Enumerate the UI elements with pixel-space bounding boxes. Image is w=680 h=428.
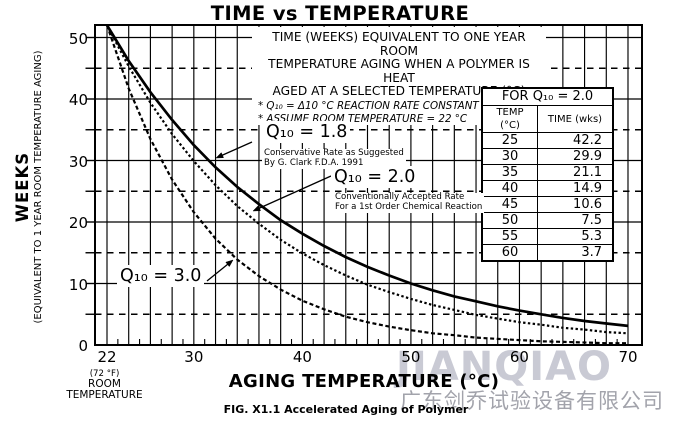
table-cell-temp: 60: [481, 244, 538, 262]
room-note-line: (72 °F): [89, 369, 120, 379]
table-cell-time: 14.9: [537, 180, 614, 197]
y-tick-label: 10: [68, 275, 88, 294]
y-axis-subtitle: (EQUIVALENT TO 1 YEAR ROOM TEMPERATURE A…: [33, 50, 44, 324]
description-box: TIME (WEEKS) EQUIVALENT TO ONE YEAR ROOM…: [252, 27, 546, 125]
room-note-line: ROOM: [88, 378, 121, 390]
annotation-arrows: [206, 141, 332, 282]
watermark-company-text: 广东剑乔试验设备有限公司: [400, 389, 664, 413]
description-line: TEMPERATURE AGING WHEN A POLYMER IS HEAT: [268, 57, 530, 85]
y-tick-label: 50: [68, 29, 88, 48]
table-cell-time: 3.7: [537, 244, 614, 262]
curve-note-line: For a 1st Order Chemical Reaction: [333, 201, 485, 213]
room-temperature-note: (72 °F) ROOM TEMPERATURE: [62, 369, 147, 401]
y-tick-label: 20: [68, 214, 88, 232]
curve-note-line: Conservative Rate as Suggested: [262, 148, 406, 159]
y-tick-label: 40: [68, 91, 88, 109]
x-tick-label: 22: [97, 348, 117, 366]
table-row: 60 3.7: [481, 244, 614, 262]
table-title: FOR Q₁₀ = 2.0: [481, 87, 614, 106]
curve-note-q20: Conventionally Accepted Rate For a 1st O…: [333, 192, 485, 213]
q2-lookup-table: FOR Q₁₀ = 2.0 TEMP (°C) TIME (wks) 25 42.…: [481, 87, 614, 262]
curve-note-line: By G. Clark F.D.A. 1991: [262, 158, 406, 169]
table-cell-time: 10.6: [537, 196, 614, 213]
table-cell-temp: 25: [481, 132, 538, 149]
curve-101.8: [105, 24, 629, 328]
chart-title: TIME vs TEMPERATURE: [210, 2, 470, 25]
curve-note-line: Conventionally Accepted Rate: [333, 192, 485, 203]
curve-label-q30: Q₁₀ = 3.0: [117, 265, 205, 287]
figure-caption: FIG. X1.1 Accelerated Aging of Polymer: [223, 403, 469, 416]
table-cell-time: 29.9: [537, 148, 614, 165]
table-cell-temp: 35: [481, 164, 538, 181]
table-cell-temp: 40: [481, 180, 538, 197]
table-row: 40 14.9: [481, 180, 614, 197]
table-cell-time: 42.2: [537, 132, 614, 149]
curve-label-q18: Q₁₀ = 1.8: [263, 121, 351, 143]
curve-note-q18: Conservative Rate as Suggested By G. Cla…: [262, 148, 406, 169]
table-row: 45 10.6: [481, 196, 614, 213]
watermark-logo-text: JIANQIAO: [396, 344, 613, 390]
table-column-temp: TEMP (°C): [481, 105, 538, 133]
table-row: 30 29.9: [481, 148, 614, 165]
table-row: 25 42.2: [481, 132, 614, 149]
table-cell-temp: 45: [481, 196, 538, 213]
curve-103.0: [105, 24, 628, 345]
y-tick-label: 0: [78, 337, 88, 355]
x-tick-label: 70: [618, 348, 638, 366]
room-note-line: TEMPERATURE: [66, 389, 143, 401]
description-line: TIME (WEEKS) EQUIVALENT TO ONE YEAR ROOM: [272, 30, 526, 58]
x-tick-label: 60: [509, 348, 529, 366]
table-cell-temp: 55: [481, 228, 538, 245]
x-axis-title: AGING TEMPERATURE (°C): [228, 371, 500, 392]
x-tick-label: 50: [401, 348, 421, 366]
table-row: 55 5.3: [481, 228, 614, 245]
table-row: 35 21.1: [481, 164, 614, 181]
y-axis-title: WEEKS: [13, 151, 32, 223]
y-tick-label: 30: [68, 152, 88, 171]
description-line: AGED AT A SELECTED TEMPERATURE (°C): [272, 84, 526, 99]
x-tick-label: 30: [184, 348, 204, 366]
table-cell-temp: 30: [481, 148, 538, 165]
table-cell-time: 21.1: [537, 164, 614, 181]
description-note: * Q₁₀ = Δ10 °C REACTION RATE CONSTANT: [258, 99, 479, 112]
plot-frame: [94, 24, 643, 346]
table-cell-time: 7.5: [537, 212, 614, 229]
table-row: 50 7.5: [481, 212, 614, 229]
table-cell-time: 5.3: [537, 228, 614, 245]
table-column-time: TIME (wks): [537, 105, 614, 133]
x-tick-label: 40: [292, 348, 312, 366]
curve-label-q20: Q₁₀ = 2.0: [331, 166, 419, 188]
table-cell-temp: 50: [481, 212, 538, 229]
